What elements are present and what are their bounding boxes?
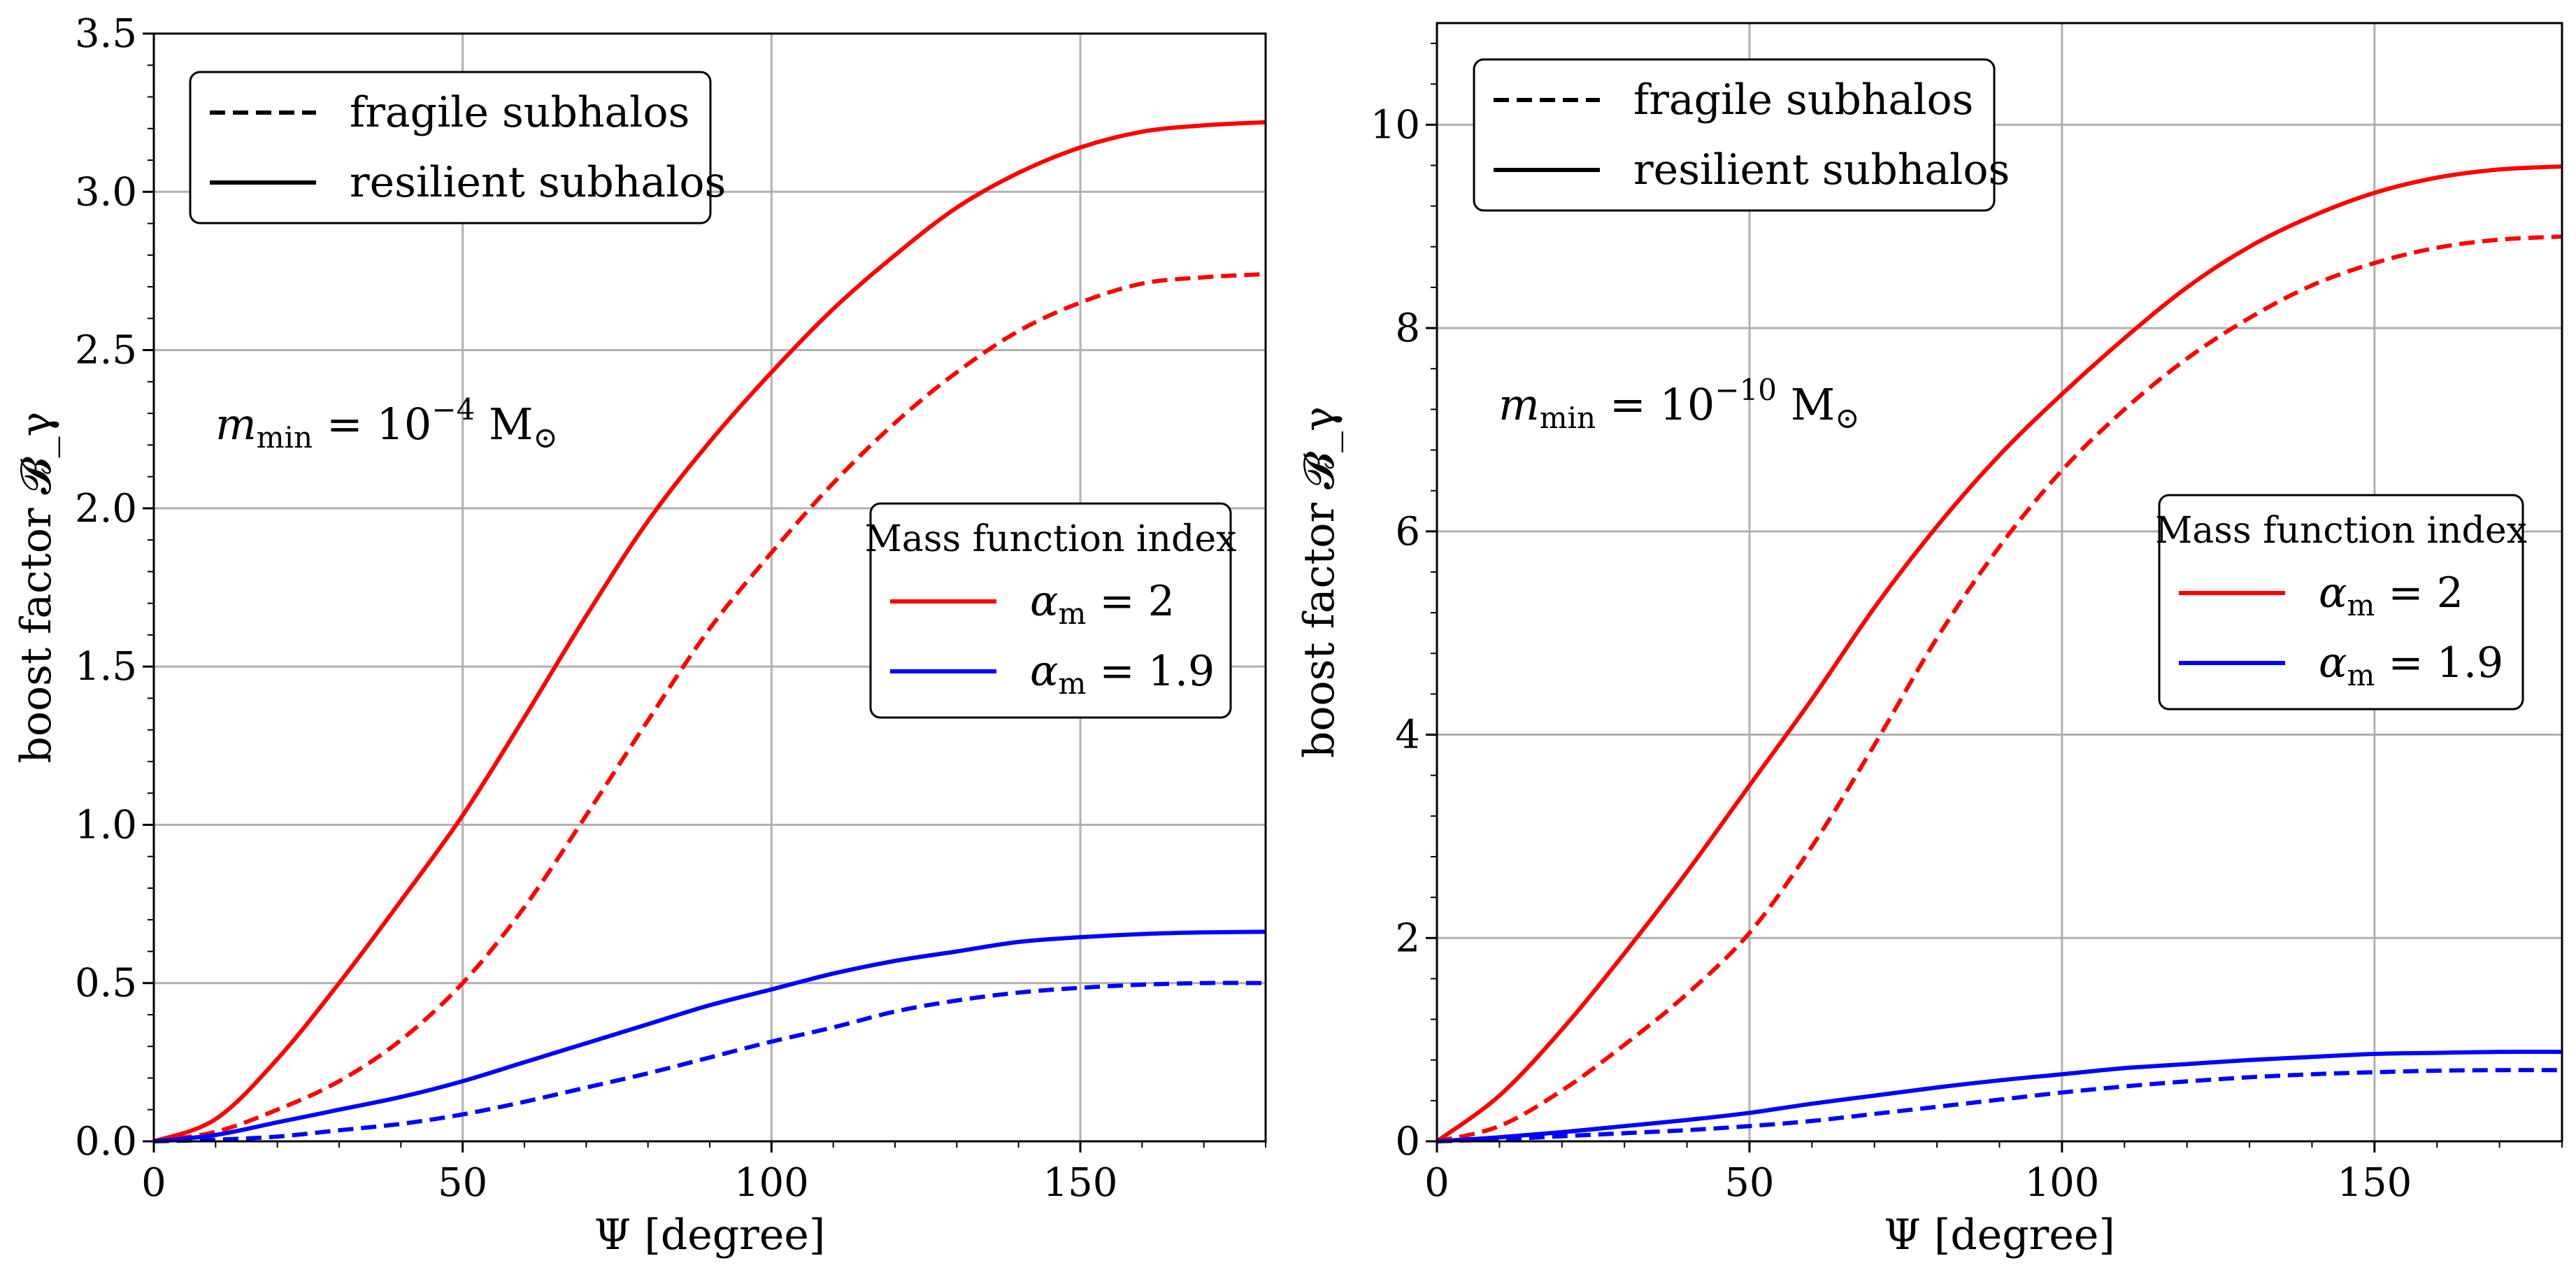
- x-tick-label: 0: [141, 1160, 166, 1206]
- annotation-symbol: m: [1498, 379, 1540, 430]
- linestyle-legend: fragile subhalos resilient subhalos: [1473, 58, 2010, 212]
- legend-subscript: m: [1059, 666, 1087, 701]
- x-tick-label: 100: [2024, 1160, 2099, 1206]
- legend-title: Mass function index: [865, 518, 1237, 560]
- annotation-symbol: m: [215, 399, 257, 450]
- y-tick-label: 1.5: [75, 644, 137, 690]
- legend-entry-label: αm = 1.9: [1030, 647, 1215, 701]
- legend-symbol: α: [2319, 569, 2347, 618]
- annotation-exponent: −10: [1715, 373, 1777, 407]
- annotation-unit-subscript: ⊙: [534, 420, 558, 455]
- y-tick-label: 3.5: [75, 11, 137, 57]
- x-tick-label: 150: [2337, 1160, 2412, 1206]
- legend-symbol: α: [1030, 577, 1059, 626]
- x-tick-label: 150: [1043, 1160, 1118, 1206]
- y-tick-label: 2.0: [75, 486, 137, 532]
- panel-2: 0 50 100 150 0 2 4 6 8 10 Ψ [degree] boost factor 𝓑…: [1295, 22, 2563, 1260]
- y-tick-label: 0.0: [75, 1119, 137, 1164]
- y-tick-label: 6: [1395, 509, 1420, 555]
- legend-value: = 2: [1086, 577, 1175, 626]
- series-line-2: [153, 272, 1266, 1143]
- series-line-2: [1436, 234, 2563, 1143]
- legend-symbol: α: [2319, 638, 2347, 687]
- annotation-subscript: min: [1540, 401, 1596, 435]
- legend-frame: [869, 502, 1232, 719]
- legend-entry-label: fragile subhalos: [1633, 76, 1973, 124]
- annotation-unit: M: [475, 399, 533, 450]
- x-tick-label: 50: [1724, 1160, 1774, 1206]
- mass-annotation: mmin = 10−10 M⊙: [1498, 373, 1859, 435]
- annotation-exponent: −4: [431, 392, 475, 427]
- mass-annotation: mmin = 10−4 M⊙: [215, 392, 558, 455]
- y-tick-label: 0: [1395, 1119, 1420, 1164]
- y-tick-label: 1.0: [75, 802, 137, 848]
- legend-subscript: m: [1059, 597, 1087, 631]
- series-line-3: [153, 929, 1266, 1143]
- legend-frame: [189, 71, 712, 224]
- annotation-equals: = 10: [313, 399, 431, 450]
- legend-symbol: α: [1030, 647, 1059, 696]
- x-tick-label: 100: [734, 1160, 809, 1206]
- series-line-4: [1436, 1068, 2563, 1143]
- legend-entry-label: fragile subhalos: [350, 88, 689, 137]
- legend-title: Mass function index: [2155, 510, 2527, 552]
- series-line-4: [153, 980, 1266, 1143]
- linestyle-legend: fragile subhalos resilient subhalos: [189, 71, 726, 224]
- legend-entry-label: αm = 1.9: [2319, 638, 2503, 692]
- y-tick-label: 2.5: [75, 328, 137, 373]
- legend-value: = 2: [2375, 569, 2463, 618]
- y-axis-label: boost factor 𝓑_γ: [12, 412, 61, 764]
- legend-entry-label: resilient subhalos: [1633, 145, 2010, 194]
- annotation-equals: = 10: [1596, 379, 1715, 430]
- legend-frame: [2158, 494, 2524, 711]
- legend-entry-label: αm = 2: [2319, 569, 2463, 622]
- legend-entry-label: αm = 2: [1030, 577, 1175, 631]
- x-tick-label: 0: [1424, 1160, 1450, 1206]
- panel-1: 0 50 100 150 0.0 0.5 1.0 1.5 2.0 2.5 3.0 3.5 Ψ [degr…: [12, 11, 1267, 1260]
- y-axis-label: boost factor 𝓑_γ: [1295, 406, 1344, 758]
- y-tick-label: 3.0: [75, 169, 137, 215]
- legend-value: = 1.9: [1086, 647, 1215, 696]
- y-tick-label: 4: [1395, 713, 1420, 758]
- x-tick-label: 50: [438, 1160, 487, 1206]
- legend-subscript: m: [2347, 588, 2375, 622]
- x-axis-label: Ψ [degree]: [594, 1211, 826, 1260]
- x-axis-label: Ψ [degree]: [1884, 1211, 2115, 1260]
- legend-value: = 1.9: [2375, 638, 2503, 687]
- legend-subscript: m: [2347, 658, 2375, 692]
- series-line-3: [1436, 1049, 2563, 1143]
- annotation-subscript: min: [257, 420, 313, 455]
- series-line-1: [1436, 164, 2563, 1143]
- legend-entry-label: resilient subhalos: [350, 158, 726, 207]
- y-tick-label: 2: [1395, 915, 1420, 961]
- y-tick-label: 10: [1371, 102, 1420, 148]
- y-tick-label: 0.5: [75, 961, 137, 1006]
- annotation-unit: M: [1777, 379, 1835, 430]
- legend-frame: [1473, 58, 1996, 212]
- y-tick-label: 8: [1395, 306, 1420, 351]
- annotation-unit-subscript: ⊙: [1835, 401, 1859, 435]
- series-line-1: [152, 120, 1266, 1143]
